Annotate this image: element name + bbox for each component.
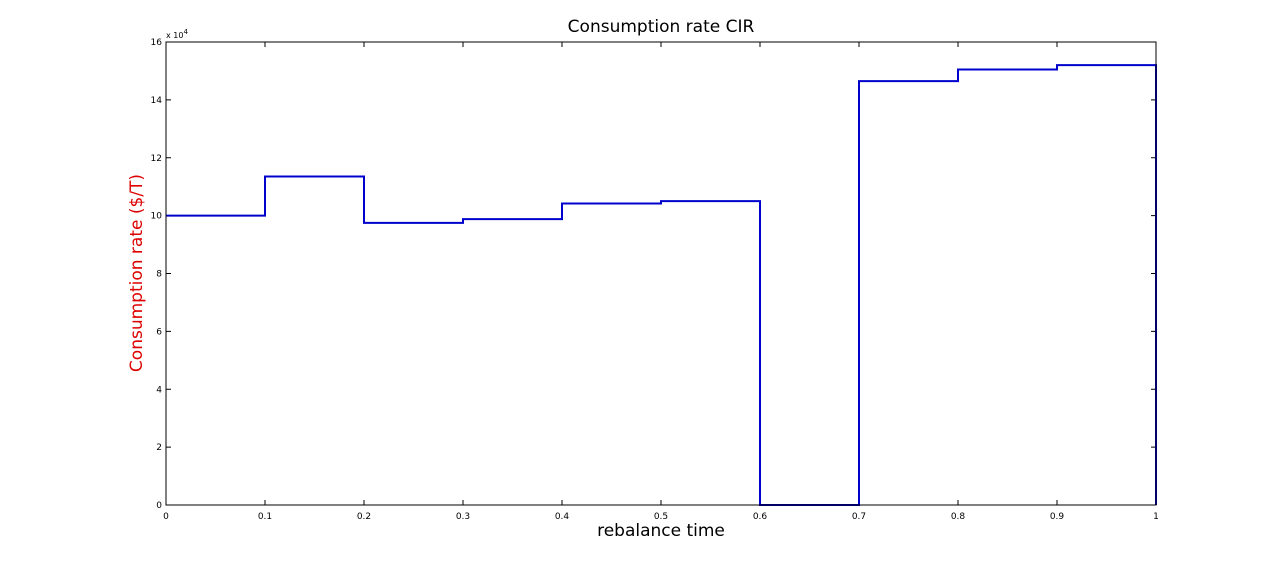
x-tick-label: 0: [163, 512, 169, 522]
x-tick-label: 1: [1153, 512, 1159, 522]
y-tick-label: 0: [156, 501, 162, 511]
y-tick-label: 2: [156, 443, 162, 453]
y-tick-label: 10: [151, 212, 163, 222]
y-tick-label: 12: [151, 154, 162, 164]
series-group: [166, 64, 1157, 506]
y-tick-label: 6: [156, 327, 162, 337]
x-tick-labels: 0 0.1 0.2 0.3 0.4 0.5 0.6 0.7 0.8 0.9 1: [163, 512, 1159, 522]
y-multiplier-exponent: 4: [183, 28, 188, 36]
y-multiplier: x 104: [166, 28, 188, 40]
y-multiplier-base: x 10: [166, 31, 183, 40]
x-tick-label: 0.7: [852, 512, 866, 522]
x-tick-label: 0.6: [753, 512, 768, 522]
y-tick-label: 4: [156, 385, 162, 395]
plot-background: [166, 42, 1156, 505]
plot-frame: [165, 41, 1157, 506]
y-tick-label: 16: [151, 38, 163, 48]
x-tick-label: 0.9: [1050, 512, 1065, 522]
y-axis-label: Consumption rate ($/T): [127, 174, 147, 372]
x-tick-label: 0.1: [258, 512, 272, 522]
x-tick-label: 0.2: [357, 512, 371, 522]
y-tick-label: 8: [156, 270, 162, 280]
x-tick-label: 0.3: [456, 512, 470, 522]
y-tick-labels: 0 2 4 6 8 10 12 14 16: [151, 38, 163, 511]
y-tick-label: 14: [151, 96, 163, 106]
series-line: [166, 64, 1157, 506]
x-tick-label: 0.4: [555, 512, 570, 522]
x-tick-label: 0.8: [951, 512, 966, 522]
chart-title: Consumption rate CIR: [568, 17, 755, 37]
x-tick-label: 0.5: [654, 512, 668, 522]
x-axis-label: rebalance time: [597, 521, 725, 541]
